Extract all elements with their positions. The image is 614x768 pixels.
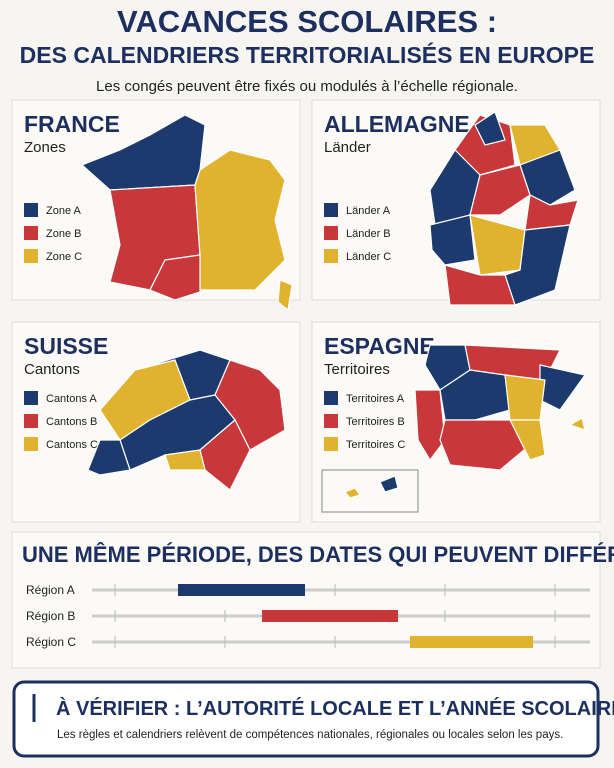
legend-swatch <box>24 437 38 451</box>
panel-name: FRANCE <box>24 111 120 137</box>
legend-label: Länder B <box>346 228 391 240</box>
footer-box <box>12 680 600 758</box>
map-germany <box>429 111 579 306</box>
panel-name: SUISSE <box>24 333 108 359</box>
row-label: Région B <box>26 609 75 623</box>
panel-subtitle: Zones <box>24 139 66 156</box>
legend-swatch <box>324 391 338 405</box>
legend-swatch <box>324 203 338 217</box>
legend-label: Cantons B <box>46 416 97 428</box>
period-bar <box>410 636 533 648</box>
panel-name: ALLEMAGNE <box>324 111 470 137</box>
panel-subtitle: Cantons <box>24 361 80 378</box>
legend-label: Zone B <box>46 228 81 240</box>
subtitle: Les congés peuvent être fixés ou modulés… <box>96 78 518 95</box>
legend-swatch <box>324 226 338 240</box>
legend-label: Territoires A <box>346 393 405 405</box>
map-spain <box>321 344 587 513</box>
period-bar <box>178 584 305 596</box>
footer-title: À VÉRIFIER : L’AUTORITÉ LOCALE ET L’ANNÉ… <box>56 697 614 720</box>
footer-text: Les règles et calendriers relèvent de co… <box>57 729 563 741</box>
timeline: Région A Région B Région C <box>26 583 590 649</box>
title: VACANCES SCOLAIRES : <box>117 4 497 39</box>
timeline-title: UNE MÊME PÉRIODE, DES DATES QUI PEUVENT … <box>22 542 614 567</box>
legend-label: Zone A <box>46 205 82 217</box>
panel-subtitle: Länder <box>324 139 371 156</box>
title: DES CALENDRIERS TERRITORIALISÉS EN EUROP… <box>20 41 595 68</box>
panel-subtitle: Territoires <box>324 361 390 378</box>
legend-swatch <box>324 249 338 263</box>
legend-label: Territoires C <box>346 439 405 451</box>
legend-label: Länder C <box>346 251 391 263</box>
map-switzerland <box>87 349 286 491</box>
map-france <box>80 114 293 312</box>
legend-swatch <box>24 249 38 263</box>
legend-swatch <box>324 437 338 451</box>
panel-name: ESPAGNE <box>324 333 435 359</box>
legend-label: Länder A <box>346 205 391 217</box>
legend-swatch <box>24 391 38 405</box>
period-bar <box>262 610 398 622</box>
legend-label: Zone C <box>46 251 82 263</box>
legend-swatch <box>324 414 338 428</box>
legend-label: Territoires B <box>346 416 405 428</box>
row-label: Région A <box>26 583 75 597</box>
legend-swatch <box>24 414 38 428</box>
row-label: Région C <box>26 635 76 649</box>
legend-label: Cantons C <box>46 439 98 451</box>
legend-swatch <box>24 203 38 217</box>
legend-swatch <box>24 226 38 240</box>
legend-label: Cantons A <box>46 393 97 405</box>
